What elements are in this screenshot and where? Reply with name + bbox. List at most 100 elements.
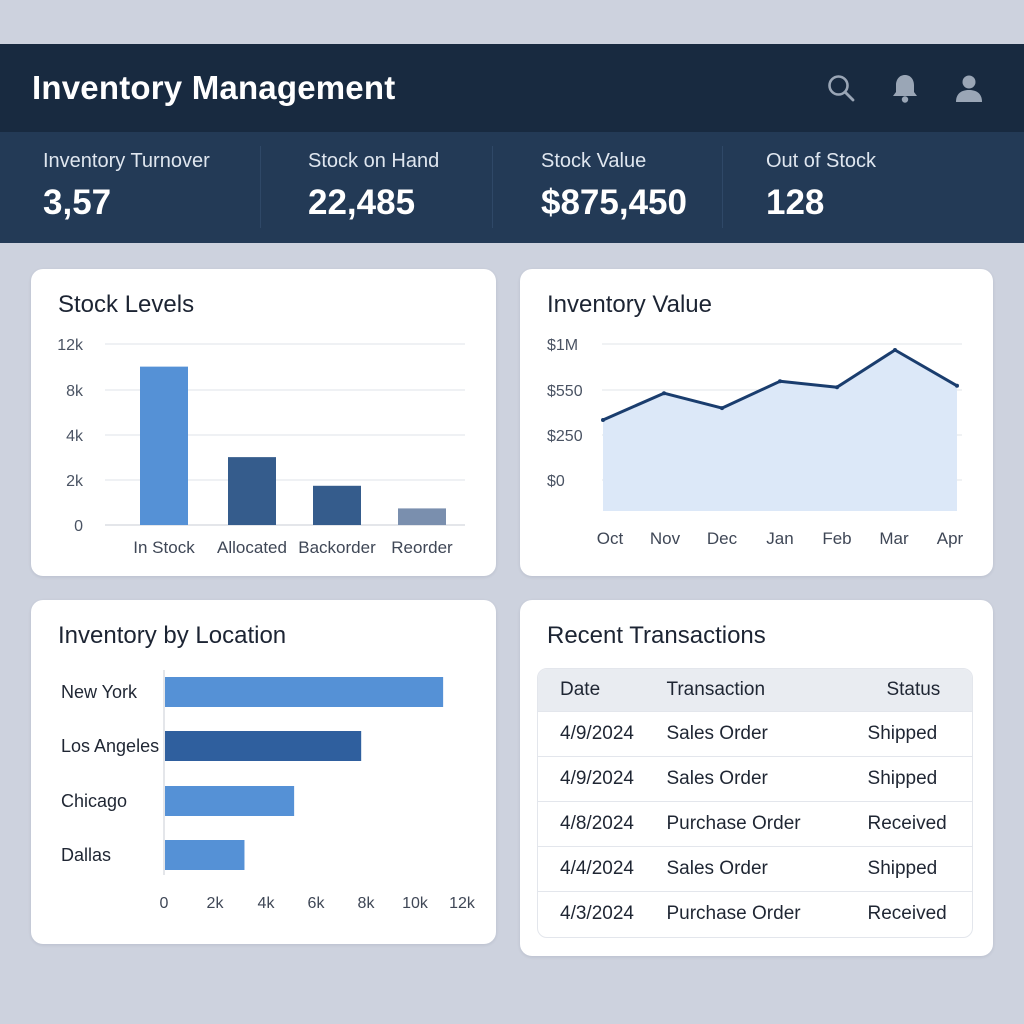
inventory-value-card: Inventory Value $1M $550 $250 $0 Oct Nov Dec Ja… [520,269,993,576]
y-tick-label: 2k [66,473,84,490]
data-point-oct [601,418,605,422]
cell-date: 4/4/2024 [560,858,634,879]
recent-transactions-title: Recent Transactions [547,622,766,649]
y-tick-label: Dallas [61,845,111,865]
y-tick-label: $0 [547,473,565,490]
cell-date: 4/8/2024 [560,813,634,834]
inventory-location-card: Inventory by Location New York Los Angele… [31,600,496,944]
stock-levels-card: Stock Levels 12k 8k 4k 2k 0 In Stock Allocated… [31,269,496,576]
data-point-mar [893,348,897,352]
app-header: Inventory Management [0,44,1024,132]
value-area-fill [603,350,957,511]
kpi-out-of-stock: Out of Stock 128 [766,132,876,223]
cell-status: Shipped [867,768,938,789]
x-tick-label: Apr [937,529,964,548]
column-header-status[interactable]: Status [886,679,941,700]
bar-reorder [398,508,446,525]
y-tick-label: $250 [547,428,583,445]
kpi-strip: Inventory Turnover 3,57 Stock on Hand 22… [0,132,1024,243]
bar-new-york [165,677,444,707]
x-tick-label: 8k [358,895,376,912]
x-tick-label: Mar [879,529,909,548]
cell-date: 4/9/2024 [560,723,634,744]
cell-transaction: Sales Order [666,723,768,744]
x-tick-label: 4k [258,895,276,912]
kpi-label: Stock on Hand [308,150,440,172]
y-tick-label: 12k [57,337,84,354]
app-title: Inventory Management [32,69,396,106]
kpi-divider [492,146,493,228]
data-point-jan [778,379,782,384]
column-header-date[interactable]: Date [560,679,601,700]
table-header: Date Transaction Status [538,669,972,711]
y-tick-label: 8k [66,383,84,400]
y-tick-label: Los Angeles [61,736,159,756]
data-point-feb [835,385,839,390]
x-tick-label: Feb [822,529,851,548]
cell-transaction: Sales Order [666,768,768,789]
data-point-apr [955,383,959,388]
bar-los-angeles [165,731,362,761]
x-tick-label: 2k [207,895,225,912]
stock-levels-title: Stock Levels [58,291,195,318]
bar-chicago [165,786,295,816]
x-tick-label: 6k [308,895,326,912]
bar-in-stock [140,366,188,525]
kpi-value: 22,485 [308,183,416,222]
stock-levels-chart: 12k 8k 4k 2k 0 In Stock Allocated Backorder Reor… [57,337,465,557]
cell-status: Shipped [867,858,938,879]
inventory-location-chart: New York Los Angeles Chicago Dallas 0 2k 4k 6k 8… [61,670,476,912]
kpi-label: Inventory Turnover [43,150,210,172]
user-icon[interactable] [954,73,984,103]
search-icon[interactable] [826,73,856,103]
x-tick-label: 10k [402,895,429,912]
x-tick-label: Backorder [298,538,376,557]
table-row[interactable]: 4/4/2024 Sales Order Shipped [538,846,972,891]
inventory-value-chart: $1M $550 $250 $0 Oct Nov Dec Jan Feb Mar Apr [547,337,964,548]
table-row[interactable]: 4/3/2024 Purchase Order Received [538,891,972,936]
cell-date: 4/9/2024 [560,768,634,789]
bar-dallas [165,840,245,870]
table-row[interactable]: 4/9/2024 Sales Order Shipped [538,711,972,756]
kpi-label: Stock Value [541,150,647,172]
cell-status: Received [867,903,947,924]
table-row[interactable]: 4/8/2024 Purchase Order Received [538,801,972,846]
cell-date: 4/3/2024 [560,903,634,924]
y-tick-label: 0 [74,518,83,535]
table-row[interactable]: 4/9/2024 Sales Order Shipped [538,756,972,801]
y-tick-label: $550 [547,383,583,400]
x-tick-label: In Stock [133,538,195,557]
cell-status: Received [867,813,947,834]
header-icons [826,73,992,103]
x-tick-label: Dec [707,529,738,548]
bar-backorder [313,485,361,525]
cell-status: Shipped [867,723,938,744]
kpi-divider [260,146,261,228]
kpi-inventory-turnover: Inventory Turnover 3,57 [43,132,210,223]
data-point-dec [720,406,724,411]
transactions-table: Date Transaction Status 4/9/2024 Sales O… [537,668,973,938]
kpi-value: 128 [766,183,825,222]
inventory-value-title: Inventory Value [547,291,712,318]
cell-transaction: Purchase Order [666,903,801,924]
cell-transaction: Purchase Order [666,813,801,834]
kpi-label: Out of Stock [766,150,877,172]
recent-transactions-card: Recent Transactions Date Transaction Sta… [520,600,993,956]
x-tick-label: Jan [766,529,793,548]
y-tick-label: New York [61,682,138,702]
cell-transaction: Sales Order [666,858,768,879]
kpi-stock-value: Stock Value $875,450 [541,132,687,223]
x-tick-label: Allocated [217,538,287,557]
y-tick-label: $1M [547,337,578,354]
x-tick-label: Nov [650,529,681,548]
kpi-divider [722,146,723,228]
kpi-value: $875,450 [541,183,687,222]
x-tick-label: 12k [449,895,476,912]
bell-icon[interactable] [890,73,920,103]
bar-allocated [228,457,276,525]
column-header-transaction[interactable]: Transaction [666,679,766,700]
x-tick-label: Oct [597,529,624,548]
x-tick-label: 0 [160,895,169,912]
y-tick-label: Chicago [61,791,127,811]
x-tick-label: Reorder [391,538,453,557]
